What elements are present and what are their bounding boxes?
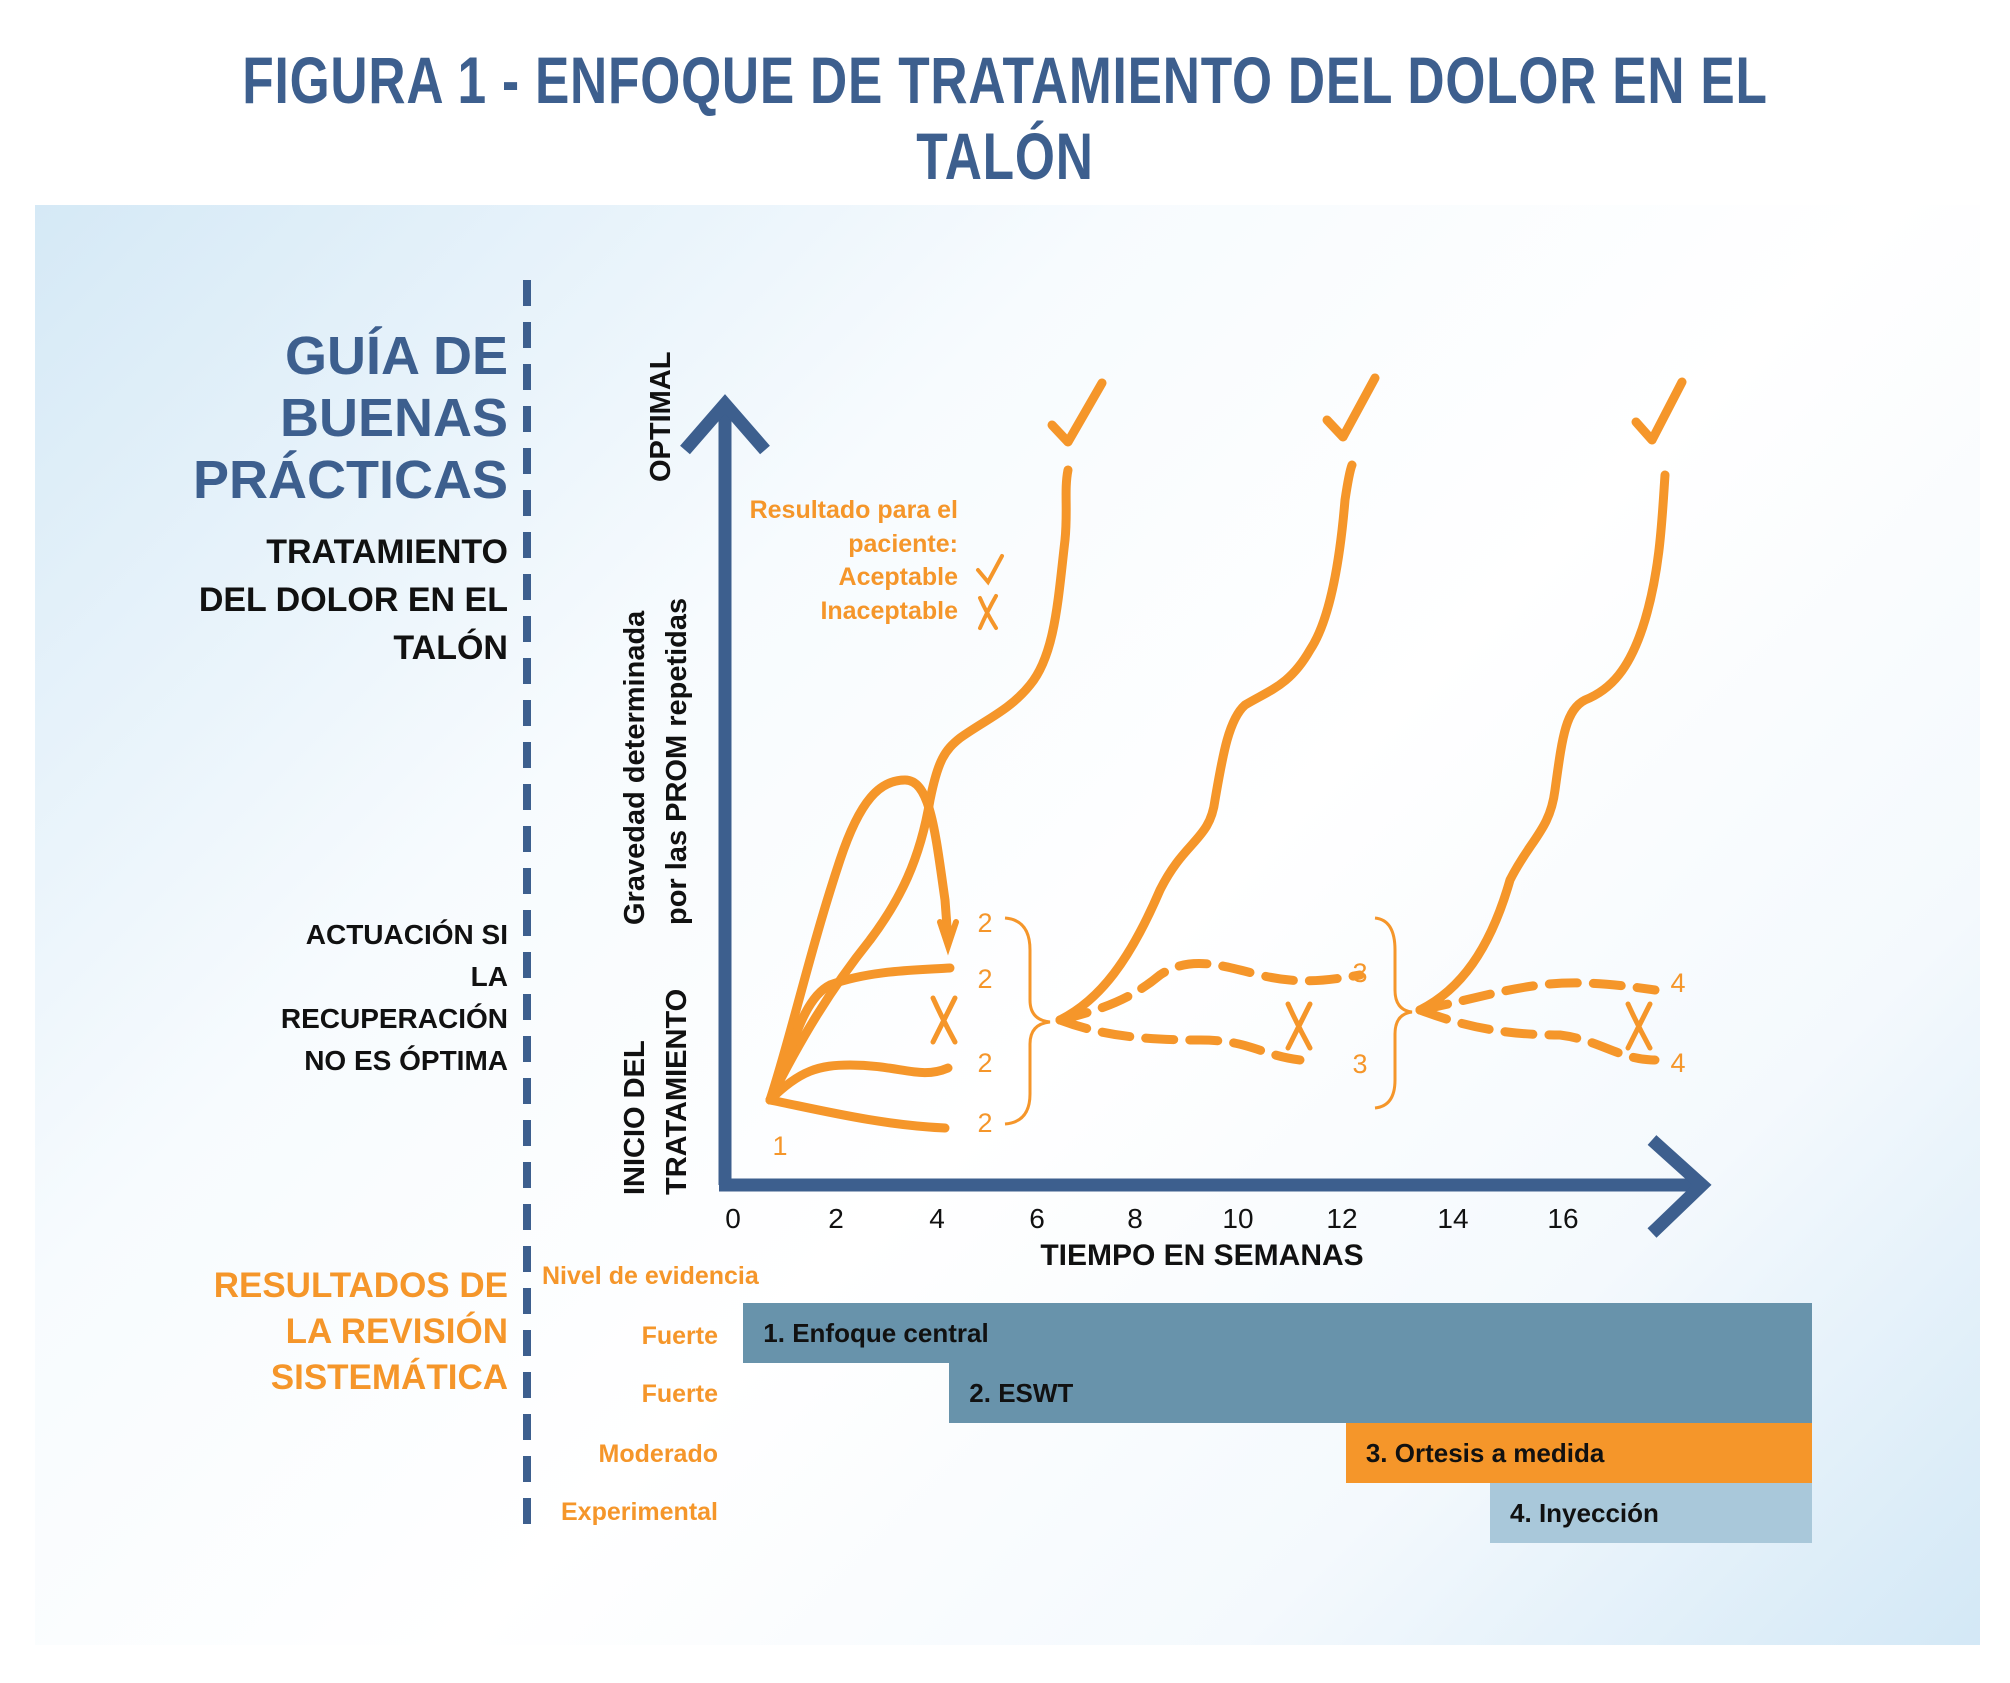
subguide-line: DEL DOLOR EN EL bbox=[198, 581, 508, 619]
y-axis-bottom-label-2: TRATAMIENTO bbox=[661, 989, 693, 1195]
optimal-recovery-path-1 bbox=[765, 465, 1073, 1105]
cross-icon bbox=[930, 995, 958, 1045]
evidence-bar-3: 3. Ortesis a medida bbox=[1345, 1423, 1812, 1483]
step-label-start: 1 bbox=[772, 1131, 787, 1161]
recovery-paths bbox=[765, 460, 1670, 1133]
step-label-4: 4 bbox=[1670, 1048, 1685, 1078]
acceptable-checks bbox=[1047, 373, 1687, 447]
action-line: LA bbox=[470, 961, 508, 992]
dashed-path-step4-lower bbox=[1415, 1005, 1660, 1065]
subguide-line: TRATAMIENTO bbox=[266, 533, 508, 571]
dashed-path-step3-lower bbox=[1055, 1015, 1305, 1065]
legend: Resultado para el paciente: Aceptable In… bbox=[750, 496, 959, 625]
axes bbox=[680, 394, 1712, 1238]
action-line: NO ES ÓPTIMA bbox=[304, 1045, 508, 1076]
action-heading: ACTUACIÓN SI LA RECUPERACIÓN NO ES ÓPTIM… bbox=[281, 914, 508, 1082]
dashed-path-step4-upper bbox=[1415, 978, 1660, 1015]
step-label-4: 4 bbox=[1670, 968, 1685, 998]
suboptimal-path-low bbox=[765, 1095, 950, 1133]
step-label-2: 2 bbox=[977, 964, 992, 994]
optimal-recovery-path-3 bbox=[1415, 470, 1670, 1015]
evidence-bar-4: 4. Inyección bbox=[1490, 1483, 1812, 1543]
step-labels: 1 2 2 2 2 3 3 4 4 bbox=[772, 908, 1685, 1161]
evidence-level-3: Moderado bbox=[598, 1440, 718, 1468]
x-tick-label: 10 bbox=[1222, 1203, 1253, 1234]
check-icon bbox=[1631, 377, 1687, 445]
step-label-2: 2 bbox=[977, 1108, 992, 1138]
x-tick-label: 6 bbox=[1029, 1203, 1045, 1234]
y-axis-middle-label-2: por las PROM repetidas bbox=[661, 598, 693, 925]
evidence-header: Nivel de evidencia bbox=[542, 1262, 759, 1290]
evidence-bar-2: 2. ESWT bbox=[949, 1363, 1812, 1423]
unacceptable-crosses bbox=[930, 995, 1653, 1051]
evidence-bar-1: 1. Enfoque central bbox=[743, 1303, 1812, 1363]
cross-icon bbox=[1285, 1001, 1313, 1051]
x-tick-label: 16 bbox=[1547, 1203, 1578, 1234]
suboptimal-path-up-down bbox=[765, 775, 953, 1105]
brackets bbox=[1004, 916, 1413, 1126]
suboptimal-path-middle-high bbox=[765, 963, 955, 1105]
action-line: ACTUACIÓN SI bbox=[305, 919, 508, 950]
legend-cross-icon bbox=[978, 594, 998, 630]
legend-check-icon bbox=[976, 554, 1004, 586]
legend-unacceptable: Inaceptable bbox=[820, 597, 958, 625]
guide-heading: GUÍA DE BUENAS PRÁCTICAS bbox=[193, 325, 508, 511]
x-tick-label: 8 bbox=[1127, 1203, 1143, 1234]
cross-icon bbox=[1625, 1001, 1653, 1051]
step-label-2: 2 bbox=[977, 1048, 992, 1078]
dashed-path-step3-upper bbox=[1055, 959, 1365, 1025]
x-axis-arrowhead bbox=[1647, 1135, 1712, 1238]
results-line: RESULTADOS DE bbox=[213, 1266, 508, 1305]
x-tick-label: 4 bbox=[929, 1203, 945, 1234]
suboptimal-path-middle-low bbox=[765, 1060, 953, 1105]
evidence-level-1: Fuerte bbox=[641, 1322, 718, 1350]
guide-line: BUENAS bbox=[279, 388, 508, 448]
down-arrow-icon bbox=[937, 919, 959, 956]
action-line: RECUPERACIÓN bbox=[280, 1003, 508, 1034]
results-line: LA REVISIÓN bbox=[285, 1312, 508, 1351]
y-axis-middle-label-1: Gravedad determinada bbox=[619, 610, 651, 925]
x-tick-label: 12 bbox=[1326, 1203, 1357, 1234]
results-heading: RESULTADOS DE LA REVISIÓN SISTEMÁTICA bbox=[214, 1263, 508, 1401]
y-axis-arrowhead bbox=[680, 394, 770, 455]
dashed-paths bbox=[1055, 959, 1660, 1065]
guide-line: GUÍA DE bbox=[284, 326, 508, 386]
check-icon bbox=[1322, 373, 1380, 442]
step-label-2: 2 bbox=[977, 908, 992, 938]
x-tick-label: 0 bbox=[725, 1203, 741, 1234]
step-label-3: 3 bbox=[1352, 1049, 1367, 1079]
guide-line: PRÁCTICAS bbox=[192, 450, 508, 510]
y-axis-bottom-label-1: INICIO DEL bbox=[619, 1040, 651, 1195]
check-icon bbox=[1047, 378, 1107, 447]
x-axis-label: TIEMPO EN SEMANAS bbox=[1040, 1239, 1363, 1272]
subguide-line: TALÓN bbox=[393, 629, 508, 667]
bracket-step3 bbox=[1374, 916, 1413, 1110]
dashed-divider bbox=[523, 280, 531, 1530]
optimal-recovery-path-2 bbox=[1055, 460, 1357, 1025]
y-axis-top-label: OPTIMAL bbox=[645, 352, 677, 483]
evidence-level-2: Fuerte bbox=[641, 1380, 718, 1408]
legend-title-1: Resultado para el bbox=[750, 496, 958, 524]
x-tick-labels: 0 2 4 6 8 10 12 14 16 bbox=[725, 1203, 1578, 1234]
figure-title: FIGURA 1 - ENFOQUE DE TRATAMIENTO DEL DO… bbox=[242, 43, 1768, 193]
x-tick-label: 14 bbox=[1437, 1203, 1468, 1234]
subguide-heading: TRATAMIENTO DEL DOLOR EN EL TALÓN bbox=[199, 528, 508, 672]
legend-title-2: paciente: bbox=[848, 530, 958, 558]
results-line: SISTEMÁTICA bbox=[270, 1358, 508, 1397]
legend-acceptable: Aceptable bbox=[839, 563, 959, 591]
step-label-3: 3 bbox=[1352, 958, 1367, 988]
bracket-step2 bbox=[1004, 916, 1051, 1126]
evidence-level-4: Experimental bbox=[560, 1498, 718, 1526]
x-tick-label: 2 bbox=[828, 1203, 844, 1234]
